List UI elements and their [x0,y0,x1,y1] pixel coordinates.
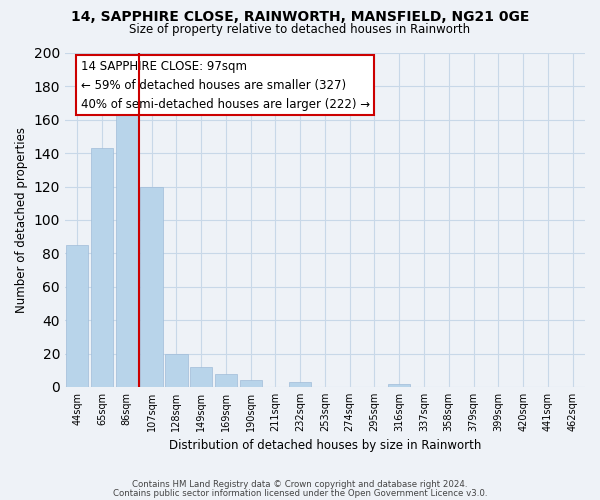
Text: 14, SAPPHIRE CLOSE, RAINWORTH, MANSFIELD, NG21 0GE: 14, SAPPHIRE CLOSE, RAINWORTH, MANSFIELD… [71,10,529,24]
Bar [66,245,88,387]
Bar [91,148,113,387]
Text: Size of property relative to detached houses in Rainworth: Size of property relative to detached ho… [130,22,470,36]
Bar [116,112,138,387]
Bar [388,384,410,387]
Text: Contains public sector information licensed under the Open Government Licence v3: Contains public sector information licen… [113,488,487,498]
Bar [239,380,262,387]
Bar [289,382,311,387]
Bar [165,354,188,387]
Y-axis label: Number of detached properties: Number of detached properties [15,127,28,313]
Bar [190,367,212,387]
Bar [140,186,163,387]
Text: 14 SAPPHIRE CLOSE: 97sqm
← 59% of detached houses are smaller (327)
40% of semi-: 14 SAPPHIRE CLOSE: 97sqm ← 59% of detach… [80,60,370,110]
Text: Contains HM Land Registry data © Crown copyright and database right 2024.: Contains HM Land Registry data © Crown c… [132,480,468,489]
X-axis label: Distribution of detached houses by size in Rainworth: Distribution of detached houses by size … [169,440,481,452]
Bar [215,374,237,387]
